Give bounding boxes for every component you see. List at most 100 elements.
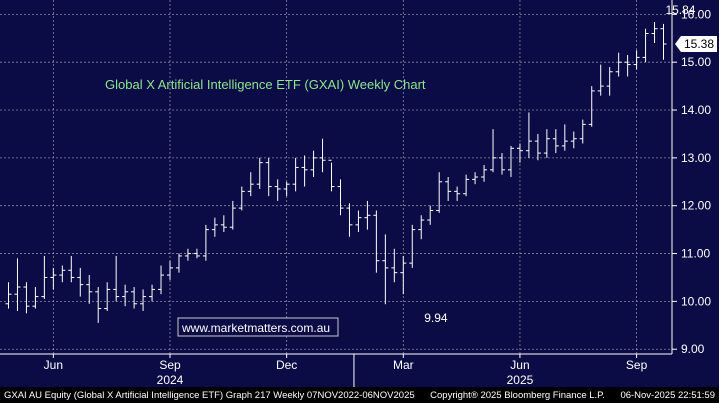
x-month-label-1: Sep <box>159 358 181 372</box>
ohlc-bar-73 <box>660 23 667 60</box>
annotation-1: 9.94 <box>424 311 448 325</box>
ohlc-bar-8 <box>77 267 84 297</box>
y-tick-label-1: 15.00 <box>681 55 711 69</box>
annotations: 15.84 9.94 <box>424 3 696 325</box>
footer-copyright: Copyright® 2025 Bloomberg Finance L.P. <box>430 389 605 401</box>
ohlc-bar-58 <box>525 112 532 158</box>
ohlc-bar-14 <box>131 287 138 309</box>
plot-background <box>0 0 719 387</box>
y-tick-label-0: 16.00 <box>681 7 711 21</box>
ohlc-bar-9 <box>86 275 93 304</box>
ohlc-bar-62 <box>561 124 568 151</box>
ohlc-bar-29 <box>265 157 272 197</box>
ohlc-bar-32 <box>292 157 299 192</box>
y-tick-label-4: 12.00 <box>681 199 711 213</box>
ohlc-bar-15 <box>140 289 147 311</box>
footer-bar: GXAI AU Equity (Global X Artificial Inte… <box>0 387 719 403</box>
last-price-text: 15.38 <box>684 37 714 51</box>
ohlc-bar-55 <box>499 153 505 175</box>
x-month-label-5: Sep <box>626 358 648 372</box>
ohlc-bar-17 <box>158 265 165 295</box>
ohlc-bar-0 <box>5 282 12 309</box>
ohlc-bar-53 <box>481 165 488 182</box>
ohlc-bar-36 <box>328 159 335 192</box>
ohlc-bar-50 <box>454 186 461 201</box>
ohlc-bar-69 <box>624 55 631 77</box>
ohlc-bar-33 <box>301 155 308 187</box>
ohlc-bar-48 <box>436 172 443 213</box>
ohlc-bar-4 <box>41 255 48 299</box>
ohlc-bar-72 <box>651 22 658 44</box>
ohlc-bar-40 <box>364 200 371 230</box>
ohlc-bar-51 <box>463 174 470 197</box>
ohlc-bar-43 <box>391 248 398 283</box>
ohlc-bar-26 <box>238 186 245 211</box>
ohlc-bar-47 <box>427 205 434 225</box>
ohlc-bar-13 <box>122 284 129 307</box>
ohlc-bar-42 <box>382 234 389 305</box>
ohlc-bar-38 <box>346 203 353 237</box>
ohlc-bar-12 <box>113 255 120 302</box>
ohlc-bar-56 <box>507 145 514 177</box>
ohlc-bar-60 <box>543 129 550 158</box>
ohlc-bar-27 <box>247 172 254 197</box>
annotation-0: 15.84 <box>665 3 695 17</box>
ohlc-bar-54 <box>490 129 497 173</box>
ohlc-bar-45 <box>409 224 416 268</box>
ohlc-bar-19 <box>175 253 182 273</box>
ohlc-bar-11 <box>104 282 111 311</box>
watermark-box[interactable]: www.marketmatters.com.au <box>177 317 339 337</box>
y-axis: 16.00 15.00 14.00 13.00 12.00 11.00 10.00 9.00 <box>671 0 711 356</box>
ohlc-bar-70 <box>633 50 640 70</box>
ohlc-bar-35 <box>319 138 326 173</box>
ohlc-bar-41 <box>373 210 380 273</box>
ohlc-bar-46 <box>418 215 425 240</box>
ohlc-bar-57 <box>516 143 523 163</box>
ohlc-bar-7 <box>68 255 75 283</box>
ohlc-bar-59 <box>534 133 541 161</box>
ohlc-bar-5 <box>50 267 57 290</box>
x-month-label-4: Jun <box>510 358 529 372</box>
x-year-label-0: 2024 <box>157 373 184 387</box>
x-month-label-0: Jun <box>44 358 63 372</box>
ohlc-bar-25 <box>229 200 236 230</box>
ohlc-bar-1 <box>14 258 21 311</box>
x-month-label-2: Dec <box>276 358 297 372</box>
ohlc-bars <box>5 22 667 323</box>
ohlc-bar-24 <box>220 215 227 233</box>
y-tick-label-5: 11.00 <box>681 247 710 261</box>
footer-timestamp: 06-Nov-2025 22:51:59 <box>620 389 715 401</box>
chart-canvas: 16.0015.0014.0013.0012.0011.0010.009.00 … <box>0 0 719 387</box>
y-tick-label-2: 14.00 <box>681 103 711 117</box>
ohlc-bar-52 <box>472 172 479 185</box>
ohlc-bar-61 <box>552 129 559 154</box>
ohlc-bar-37 <box>337 179 344 216</box>
ohlc-bar-23 <box>211 217 218 237</box>
grid-lines <box>0 0 672 354</box>
x-month-label-3: Mar <box>393 358 414 372</box>
x-year-label-1: 2025 <box>507 373 534 387</box>
y-tick-label-3: 13.00 <box>681 151 711 165</box>
ohlc-bar-67 <box>606 66 613 96</box>
ohlc-bar-31 <box>283 181 290 197</box>
ohlc-bar-63 <box>570 131 577 149</box>
ohlc-bar-2 <box>23 282 30 314</box>
chart-title: Global X Artificial Intelligence ETF (GX… <box>105 77 426 92</box>
ohlc-bar-16 <box>149 284 156 302</box>
ohlc-bar-44 <box>400 255 407 295</box>
ohlc-bar-18 <box>167 260 173 280</box>
ohlc-bar-6 <box>59 265 66 283</box>
ohlc-bar-68 <box>615 52 622 77</box>
ohlc-bar-21 <box>193 248 200 259</box>
ohlc-bar-22 <box>202 224 209 261</box>
last-price-label: 15.38 <box>675 36 717 53</box>
ohlc-bar-20 <box>184 248 191 261</box>
ohlc-bar-64 <box>579 119 586 144</box>
footer-security-info: GXAI AU Equity (Global X Artificial Inte… <box>4 389 415 401</box>
ohlc-bar-65 <box>588 86 595 127</box>
ohlc-bar-10 <box>95 287 102 323</box>
ohlc-bar-30 <box>274 179 281 201</box>
ohlc-bar-34 <box>310 150 317 177</box>
